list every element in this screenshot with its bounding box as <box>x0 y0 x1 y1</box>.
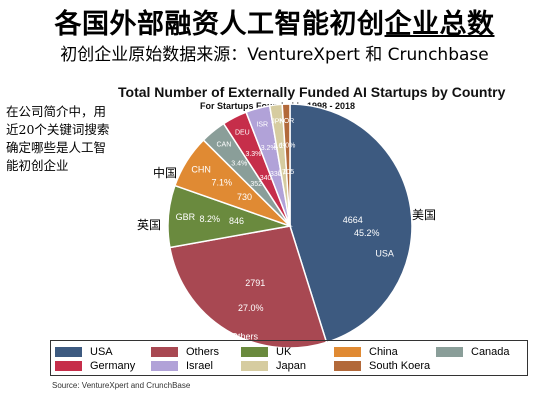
legend-swatch <box>436 347 463 358</box>
legend-item-usa: USA <box>55 346 113 359</box>
percent-label-uk: 8.2% <box>199 214 220 224</box>
legend-item-canada: Canada <box>436 346 510 359</box>
value-label-germany: 340 <box>260 175 272 182</box>
value-label-south-koera: 105 <box>282 169 294 176</box>
legend-item-japan: Japan <box>241 360 306 373</box>
legend-swatch <box>55 347 82 358</box>
method-note: 在公司简介中，用 近20个关键词搜索 确定哪些是人工智 能初创企业 <box>6 103 136 175</box>
legend-item-uk: UK <box>241 346 291 359</box>
page-title: 各国外部融资人工智能初创企业总数 <box>0 2 549 41</box>
percent-label-germany: 3.3% <box>245 151 261 158</box>
code-label-usa: USA <box>375 248 394 258</box>
chart-title: Total Number of Externally Funded AI Sta… <box>118 84 506 100</box>
note-line-4: 能初创企业 <box>6 158 69 173</box>
percent-label-israel: 3.2% <box>261 145 277 152</box>
page-title-underlined: 企业总数 <box>384 9 495 40</box>
legend-label: Germany <box>90 360 136 373</box>
legend-label: USA <box>90 346 113 359</box>
value-label-uk: 846 <box>229 216 244 226</box>
legend-item-germany: Germany <box>55 360 135 373</box>
legend-label: Canada <box>471 346 510 359</box>
label-uk: 英国 <box>137 218 162 232</box>
legend-swatch <box>151 361 178 372</box>
value-label-israel: 330 <box>270 171 282 178</box>
chart-legend: USA Others UK China Canada Germany Israel Japan… <box>50 340 528 376</box>
label-china: 中国 <box>153 166 178 180</box>
code-label-others: Others <box>231 331 259 341</box>
legend-label: China <box>369 346 398 359</box>
legend-label: Israel <box>186 360 213 373</box>
code-label-canada: CAN <box>216 141 231 148</box>
percent-label-japan: 1.6% <box>273 143 289 150</box>
code-label-south-koera: KOR <box>279 118 294 125</box>
percent-label-others: 27.0% <box>238 303 264 313</box>
note-line-1: 在公司简介中，用 <box>6 104 107 119</box>
legend-item-israel: Israel <box>151 360 213 373</box>
legend-swatch <box>55 361 82 372</box>
page-subtitle: 初创企业原始数据来源：VentureXpert 和 Crunchbase <box>60 45 489 65</box>
percent-label-usa: 45.2% <box>354 228 380 238</box>
value-label-others: 2791 <box>245 278 265 288</box>
code-label-germany: DEU <box>235 129 250 136</box>
legend-label: UK <box>276 346 292 359</box>
code-label-china: CHN <box>191 165 211 175</box>
pie-slice-usa <box>289 103 413 344</box>
value-label-china: 730 <box>237 192 252 202</box>
chart-source: Source: VentureXpert and CrunchBase <box>52 381 191 390</box>
value-label-usa: 4664 <box>343 215 363 225</box>
note-line-2: 近20个关键词搜索 <box>6 122 110 137</box>
page-title-main: 各国外部融资人工智能初创 <box>54 9 385 40</box>
value-label-canada: 352 <box>250 181 262 188</box>
legend-swatch <box>334 361 361 372</box>
percent-label-canada: 3.4% <box>231 160 247 167</box>
legend-item-south-koera: South Koera <box>334 360 430 373</box>
percent-label-south-koera: 1.0% <box>279 142 295 149</box>
legend-swatch <box>241 361 268 372</box>
legend-item-china: China <box>334 346 398 359</box>
note-line-3: 确定哪些是人工智 <box>6 140 107 155</box>
legend-label: Others <box>186 346 220 359</box>
legend-swatch <box>241 347 268 358</box>
label-usa: 美国 <box>412 208 437 222</box>
legend-swatch <box>334 347 361 358</box>
legend-item-others: Others <box>151 346 219 359</box>
value-label-japan: 170 <box>278 170 290 177</box>
legend-label: South Koera <box>369 360 431 373</box>
pie-slice-south-koera <box>281 103 291 227</box>
pie-slice-others <box>169 225 328 349</box>
code-label-japan: JPN <box>271 119 284 126</box>
code-label-uk: GBR <box>176 212 196 222</box>
code-label-israel: ISR <box>256 122 268 129</box>
legend-swatch <box>151 347 178 358</box>
percent-label-china: 7.1% <box>212 178 233 188</box>
legend-label: Japan <box>276 360 306 373</box>
